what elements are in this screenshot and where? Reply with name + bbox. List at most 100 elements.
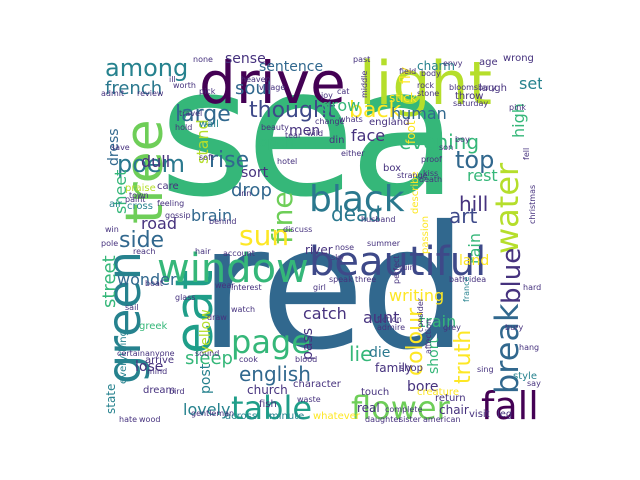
word-stick: stick (389, 91, 417, 105)
word-state: state (104, 383, 118, 414)
word-sentence: sentence (259, 59, 324, 75)
word-death: death (419, 175, 443, 184)
word-middle: middle (360, 70, 369, 98)
word-river: river (305, 243, 333, 257)
word-blue: blue (497, 247, 527, 304)
word-praise: praise (125, 183, 156, 194)
word-england: england (369, 117, 410, 128)
word-boat: boat (145, 279, 164, 288)
word-large: large (175, 102, 231, 127)
word-arrive: arrive (145, 355, 175, 366)
word-soul: soul (235, 78, 272, 99)
word-sail: sail (125, 303, 139, 312)
word-family: family (375, 361, 413, 375)
word-soft: soft (199, 153, 214, 162)
word-son: son (439, 143, 454, 152)
word-aunt: aunt (363, 308, 400, 327)
word-air: air (109, 199, 123, 210)
word-bore: bore (407, 379, 439, 395)
word-sky: sky (331, 253, 345, 262)
word-hate: hate (119, 415, 138, 424)
word-sound: sound (195, 349, 220, 358)
word-writing: writing (389, 286, 445, 305)
word-bloomsbury: bloomsbury (449, 83, 497, 92)
word-past: past (353, 55, 371, 64)
word-sense: sense (225, 54, 266, 67)
word-paint: paint (125, 195, 146, 204)
word-draw: draw (207, 313, 227, 322)
word-cross: cross (127, 201, 153, 212)
word-bird: bird (169, 387, 185, 396)
word-say: say (527, 379, 541, 388)
word-tear: tear (285, 131, 302, 140)
word-box: box (383, 163, 402, 174)
word-men: men (289, 123, 321, 139)
word-passion: passion (420, 215, 431, 254)
word-rise: rise (209, 148, 250, 173)
word-grow: grow (321, 96, 361, 115)
word-grey: grey (443, 323, 461, 332)
word-cook: cook (239, 355, 258, 364)
word-whatever: whatever (313, 411, 360, 422)
word-chair: chair (439, 403, 469, 417)
word-feeling: feeling (157, 199, 185, 208)
word-back: back (349, 98, 402, 123)
word-village: village (259, 83, 286, 92)
word-mind: mind (147, 367, 168, 376)
word-lose: lose (135, 359, 164, 375)
word-pole: pole (101, 239, 119, 248)
word-summer: summer (367, 239, 401, 248)
word-bury: bury (505, 323, 524, 332)
word-brain: brain (191, 206, 233, 225)
word-wall: wall (199, 119, 219, 130)
word-hang: hang (519, 343, 540, 352)
word-light: light (359, 54, 492, 119)
word-france: france (462, 276, 471, 302)
word-fiction: fiction (377, 315, 402, 324)
word-girl: girl (313, 283, 326, 292)
word-road: road (141, 214, 177, 233)
word-travel: travel (179, 109, 203, 118)
word-beauty: beauty (261, 123, 289, 132)
word-gentleman: gentleman (191, 409, 235, 418)
word-dead: dead (331, 202, 381, 226)
word-bath: bath (449, 275, 468, 284)
word-rock: rock (417, 81, 435, 90)
word-across: across (225, 411, 258, 422)
word-sing: sing (477, 365, 494, 374)
word-drive: drive (199, 54, 346, 117)
word-among: among (105, 54, 189, 82)
word-none: none (193, 55, 213, 64)
word-fell: fell (522, 147, 531, 160)
word-window: window (157, 246, 309, 292)
word-character: character (293, 379, 341, 390)
word-town: town (129, 191, 149, 200)
word-glass: glass (175, 293, 196, 302)
word-ruin: ruin (399, 263, 415, 272)
word-proof: proof (421, 155, 442, 164)
word-boy: boy (455, 135, 470, 144)
word-admit: admit (101, 89, 125, 98)
word-field: field (399, 67, 417, 76)
word-sort: sort (241, 165, 269, 181)
word-table: table (231, 389, 313, 427)
word-behind: behind (209, 217, 237, 226)
word-drop: drop (231, 180, 272, 201)
word-christmas: christmas (528, 184, 537, 224)
word-affection: affection (424, 318, 433, 354)
word-black: black (309, 179, 405, 220)
word-poem: poem (117, 150, 186, 178)
word-wood: wood (139, 415, 161, 424)
word-truth: truth (451, 329, 476, 384)
word-dream: dream (143, 385, 176, 396)
word-ill: ill (169, 75, 176, 84)
word-american: american (423, 415, 461, 424)
word-land: land (459, 253, 490, 269)
word-french: french (105, 78, 163, 99)
word-account: account (223, 249, 255, 258)
word-sister: sister (399, 415, 421, 424)
word-dull: dull (141, 152, 171, 171)
word-stone: stone (417, 89, 440, 98)
word-heaven: heaven (241, 75, 271, 84)
word-church: church (247, 383, 288, 397)
